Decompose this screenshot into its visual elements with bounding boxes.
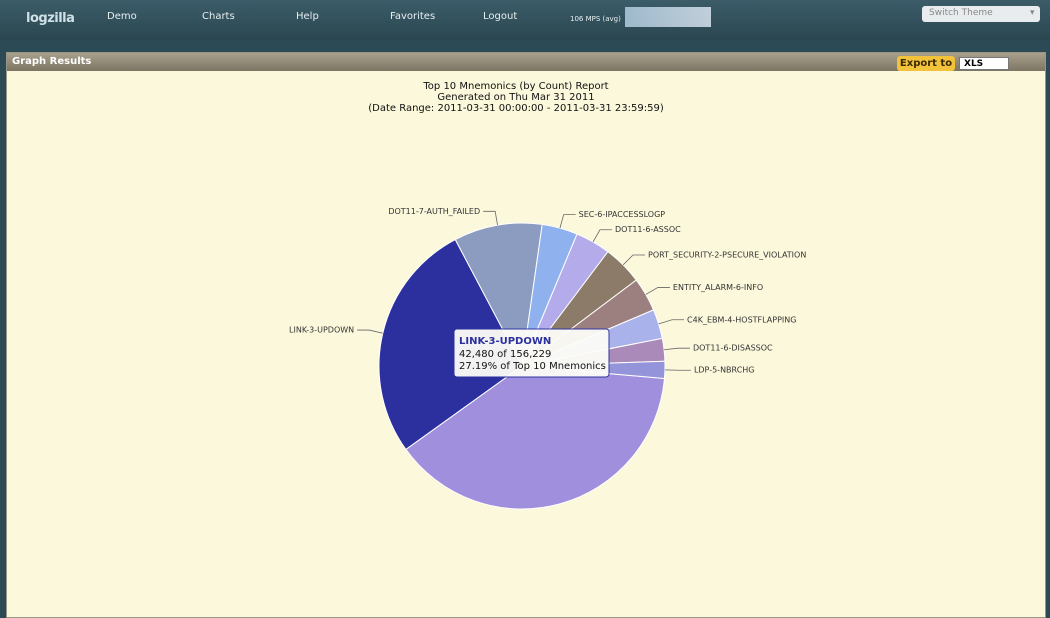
slice-label: PORT_SECURITY-2-PSECURE_VIOLATION — [648, 250, 806, 259]
caret: ▾ — [1030, 8, 1035, 18]
tooltip-share: 27.19% of Top 10 Mnemonics — [459, 361, 606, 372]
theme-label: Switch Theme — [929, 8, 993, 18]
tooltip-title: LINK-3-UPDOWN — [459, 336, 551, 347]
panel-title: Graph Results — [12, 56, 91, 67]
chart-subtitle: Generated on Thu Mar 31 2011 — [437, 92, 594, 103]
panel: Graph Results Export to XLS Top 10 Mnemo… — [6, 52, 1046, 618]
slice-label: LDP-5-NBRCHG — [694, 366, 755, 375]
tooltip-count: 42,480 of 156,229 — [459, 349, 551, 360]
leader-line — [623, 255, 645, 265]
leader-line — [659, 320, 684, 324]
rate: 106 MPS (avg) — [570, 15, 621, 23]
nav-bar: logzilla Demo Charts Help Favorites Logo… — [0, 0, 1050, 40]
sparkline — [625, 7, 711, 27]
chart-title: Top 10 Mnemonics (by Count) Report — [422, 81, 608, 92]
slice-label: DOT11-6-ASSOC — [615, 225, 681, 234]
panel-header: Graph Results Export to XLS — [7, 53, 1045, 71]
nav-item[interactable]: Favorites — [390, 11, 435, 22]
leader-line — [357, 330, 383, 333]
slice-label: LINK-3-UPDOWN — [289, 326, 354, 335]
export-button[interactable]: Export to — [897, 56, 955, 71]
slice-label: ENTITY_ALARM-6-INFO — [673, 283, 763, 292]
slice-label: DOT11-6-DISASSOC — [693, 344, 773, 353]
format-select[interactable]: XLS — [959, 57, 1009, 70]
leader-line — [593, 230, 612, 242]
nav-item[interactable]: Charts — [202, 11, 235, 22]
chart: Top 10 Mnemonics (by Count) Report Gener… — [7, 71, 1045, 617]
nav-item[interactable]: Help — [296, 11, 319, 22]
slice-label: DOT11-7-AUTH_FAILED — [388, 207, 480, 216]
leader-line — [664, 348, 690, 350]
slice-label: SEC-6-IPACCESSLOGP — [579, 210, 666, 219]
nav-item[interactable]: Demo — [107, 11, 137, 22]
leader-line — [646, 287, 670, 294]
leader-line — [483, 211, 497, 225]
leader-line — [560, 215, 576, 228]
slice-label: C4K_EBM-4-HOSTFLAPPING — [687, 315, 796, 324]
theme-select[interactable]: Switch Theme ▾ — [922, 6, 1040, 22]
date-range: (Date Range: 2011-03-31 00:00:00 - 2011-… — [368, 103, 664, 114]
nav-item[interactable]: Logout — [483, 11, 517, 22]
logo[interactable]: logzilla — [26, 11, 74, 26]
